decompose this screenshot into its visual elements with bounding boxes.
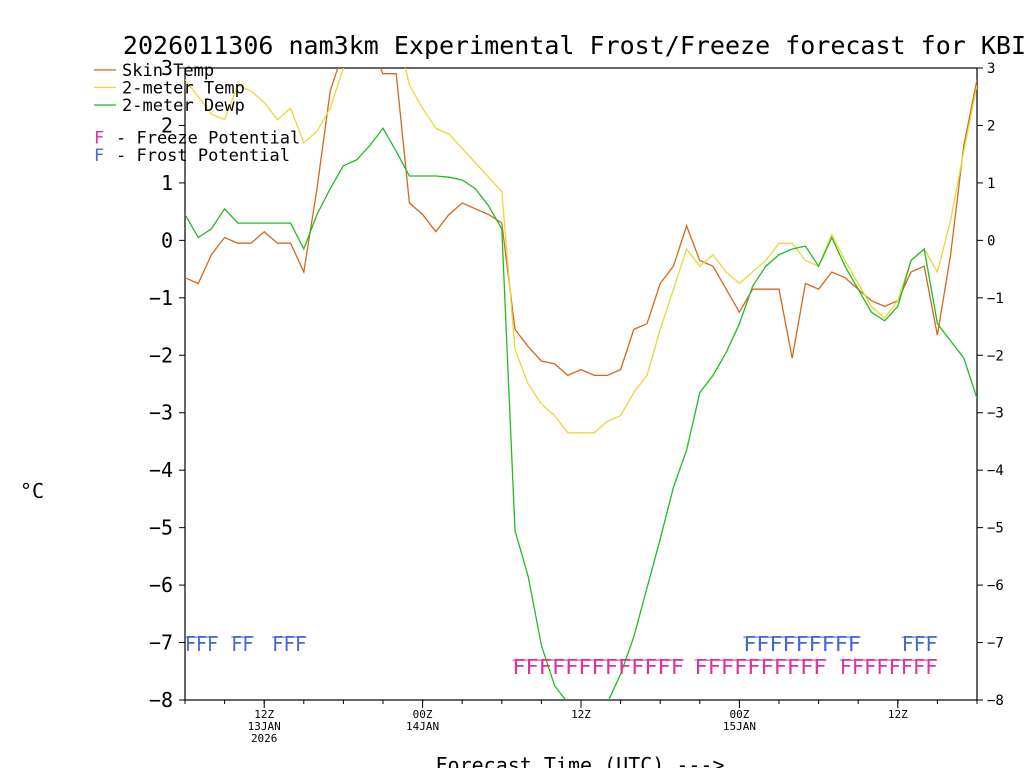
potential-marker-frost-potential: FFFFFFFFF [743,632,861,656]
series-line-skin-temp [185,68,977,377]
x-tick-label: 00Z [729,708,749,721]
y-tick-label-right: −8 [987,693,1004,709]
x-tick-label: 14JAN [406,720,439,733]
y-tick-label-left: −1 [149,286,173,310]
series-line-2-meter-dewp [185,127,977,700]
y-tick-label-right: −6 [987,578,1004,594]
y-tick-label-right: −4 [987,463,1004,479]
x-tick-label: 12Z [571,708,591,721]
potential-marker-frost-potential: FF [231,632,253,656]
legend-label: - Freeze Potential [116,129,300,149]
y-tick-label-left: −7 [149,631,173,655]
y-tick-label-left: 0 [161,228,173,252]
y-tick-label-left: −8 [149,688,173,712]
x-tick-label: 15JAN [723,720,756,733]
x-tick-label: 2026 [251,732,278,745]
x-tick-label: 00Z [413,708,433,721]
plot-axes: 3 3 2 2 1 1 0 0 −1 −1 −2 −2 −3 −3 −4 −4 −5 −5 −6 −6 −7 −7 −8 −8… [149,56,1004,745]
y-tick-label-left: 3 [161,56,173,80]
y-tick-label-left: −5 [149,516,173,540]
y-tick-label-left: −4 [149,458,173,482]
y-tick-label-left: −2 [149,343,173,367]
y-tick-label-left: −6 [149,573,173,597]
potential-marker-frost-potential: FFF [902,632,938,656]
y-tick-label-left: 2 [161,113,173,137]
plot-frame [184,67,978,701]
y-tick-label-right: −5 [987,521,1004,537]
potential-marker-freeze-potential: FFFFFFFF [840,655,938,679]
y-axis-label: °C [20,479,44,503]
y-tick-label-right: 3 [987,61,995,77]
series-line-2-meter-temp [185,68,977,434]
y-tick-label-left: 1 [161,171,173,195]
y-tick-label-right: −1 [987,291,1004,307]
x-axis-label: Forecast Time (UTC) ---> [436,753,725,768]
y-tick-label-right: −2 [987,348,1004,364]
y-tick-label-left: −3 [149,401,173,425]
potential-marker-freeze-potential: FFFFFFFFFF [695,655,827,679]
potential-marker-frost-potential: FFF [272,632,306,656]
legend-label: 2-meter Temp [122,79,245,99]
x-tick-label: 13JAN [248,720,281,733]
legend-marker: F [94,146,104,166]
y-tick-label-right: −7 [987,636,1004,652]
legend-label: - Frost Potential [116,146,290,166]
legend-marker: F [94,129,104,149]
x-tick-label: 12Z [254,708,274,721]
y-tick-label-right: 0 [987,233,995,249]
y-tick-label-right: −3 [987,406,1004,422]
y-tick-label-right: 2 [987,118,995,134]
legend-label: Skin Temp [122,61,214,81]
chart-title: 2026011306 nam3km Experimental Frost/Fre… [123,31,1024,60]
y-tick-label-right: 1 [987,176,995,192]
potential-marker-frost-potential: FFF [185,632,218,656]
x-tick-label: 12Z [888,708,908,721]
legend-label: 2-meter Dewp [122,96,245,116]
potential-marker-freeze-potential: FFFFFFFFFFFFF [512,655,684,679]
